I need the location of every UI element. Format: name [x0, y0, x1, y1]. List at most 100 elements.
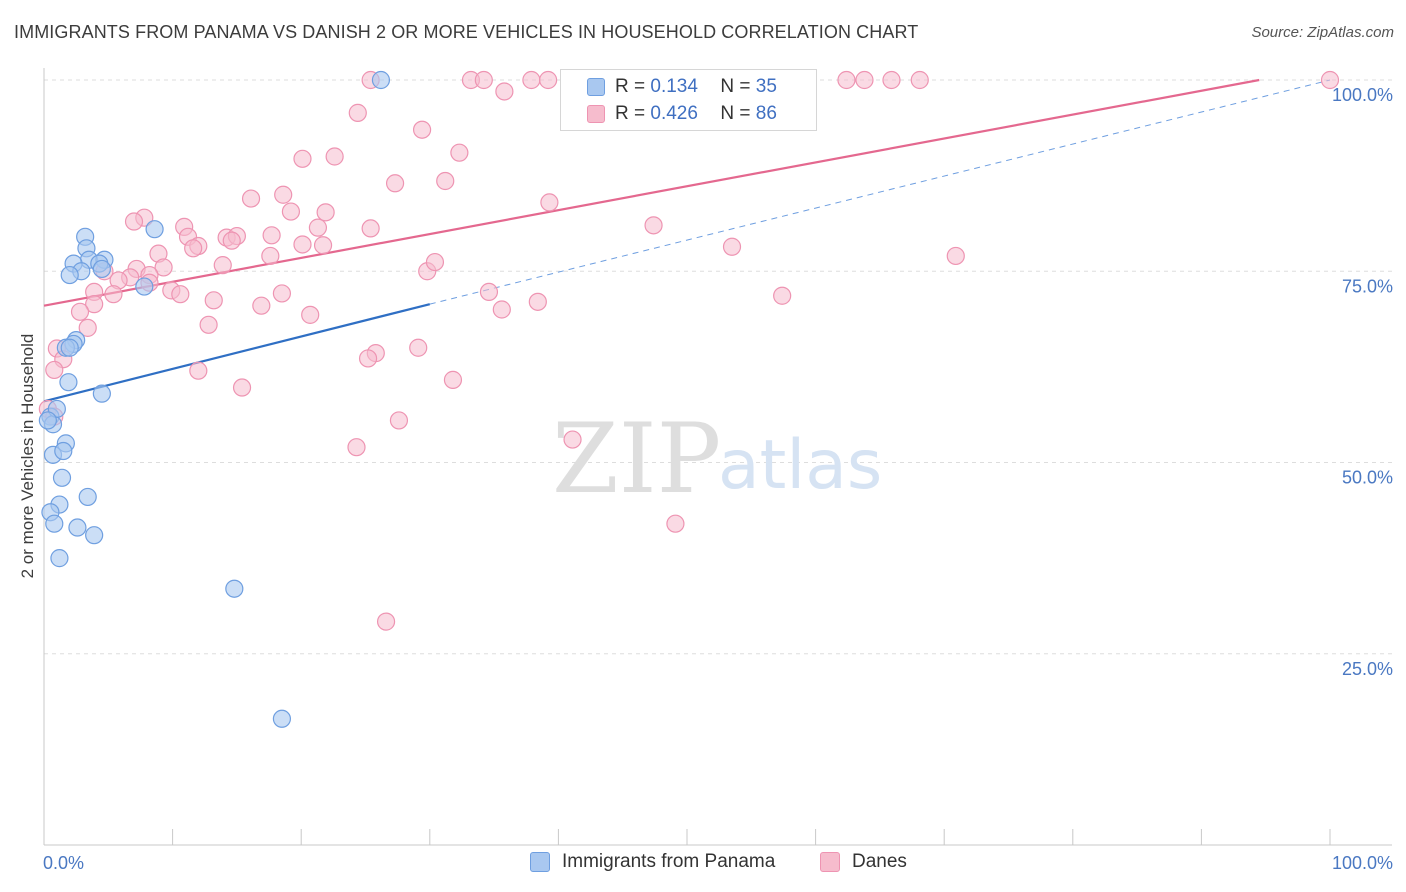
y-tick-label: 50.0%: [1342, 468, 1393, 488]
data-point-panama: [92, 259, 111, 279]
watermark-zip: ZIP: [552, 403, 721, 515]
data-point-danes: [281, 202, 301, 221]
legend-r-label: R =: [615, 103, 646, 124]
data-point-danes: [492, 300, 511, 319]
data-point-danes: [104, 285, 123, 304]
legend-row-panama: R = 0.134 N = 35: [587, 75, 777, 99]
data-point-danes: [910, 70, 929, 90]
data-point-danes: [358, 349, 378, 368]
legend-row-danes: R = 0.426 N = 86: [587, 102, 777, 126]
legend-n-label: N =: [720, 76, 751, 97]
data-point-danes: [272, 284, 292, 303]
watermark: ZIP atlas: [552, 403, 882, 515]
trend-line-danes: [43, 78, 1260, 307]
x-tick-label-100: 100.0%: [1332, 853, 1393, 873]
legend-item-panama[interactable]: Immigrants from Panama: [530, 851, 775, 873]
data-point-danes: [644, 216, 663, 235]
data-point-panama: [38, 411, 57, 430]
data-point-danes: [773, 286, 792, 305]
data-point-danes: [436, 171, 455, 191]
legend-n-value: 35: [755, 76, 777, 97]
data-point-danes: [316, 203, 335, 222]
data-point-danes: [222, 231, 241, 250]
data-point-danes: [722, 237, 742, 256]
tick-labels: 25.0% 50.0% 75.0% 100.0%: [1332, 85, 1393, 679]
data-point-danes: [522, 70, 541, 90]
data-point-danes: [241, 189, 261, 208]
data-point-danes: [474, 70, 493, 90]
data-point-panama: [60, 265, 79, 285]
data-point-panama: [45, 514, 64, 533]
data-point-panama: [85, 526, 104, 545]
correlation-legend: R = 0.134 N = 35 R = 0.426 N = 86: [560, 69, 817, 131]
data-point-danes: [85, 295, 104, 314]
watermark-atlas: atlas: [718, 426, 882, 505]
data-point-panama: [272, 709, 292, 728]
data-point-panama: [50, 549, 69, 568]
legend-r-value: 0.134: [650, 76, 698, 97]
data-point-danes: [78, 318, 97, 337]
data-point-danes: [412, 120, 432, 139]
axes: [43, 68, 1392, 846]
data-point-danes: [171, 285, 190, 304]
data-point-danes: [425, 252, 445, 272]
data-point-panama: [68, 518, 87, 537]
data-point-danes: [301, 305, 320, 324]
data-point-danes: [385, 174, 405, 193]
data-point-danes: [563, 430, 582, 449]
data-point-danes: [539, 70, 558, 90]
data-point-danes: [124, 212, 144, 231]
data-point-panama: [371, 70, 391, 90]
data-point-danes: [389, 411, 409, 430]
series-legend: Immigrants from Panama Danes: [0, 851, 1406, 877]
trend-line-panama-extension: [429, 79, 1331, 305]
data-point-danes: [313, 236, 333, 255]
legend-r-value: 0.426: [650, 103, 698, 124]
data-point-danes: [443, 370, 463, 389]
data-point-danes: [274, 185, 293, 204]
y-axis-label: 2 or more Vehicles in Household: [18, 334, 37, 579]
data-point-danes: [262, 226, 281, 245]
data-point-danes: [450, 143, 469, 162]
y-tick-label: 75.0%: [1342, 276, 1393, 296]
data-point-danes: [376, 612, 396, 631]
data-point-danes: [946, 246, 965, 266]
data-point-danes: [528, 292, 547, 311]
data-point-danes: [213, 256, 232, 275]
data-point-danes: [261, 246, 280, 266]
data-point-panama: [54, 441, 73, 461]
data-point-danes: [189, 361, 208, 380]
data-point-danes: [70, 302, 90, 321]
x-tick-label-0: 0.0%: [43, 853, 84, 873]
data-point-danes: [540, 193, 559, 212]
data-point-danes: [348, 103, 367, 122]
data-point-panama: [59, 373, 78, 392]
legend-n-label: N =: [720, 103, 751, 124]
legend-item-danes[interactable]: Danes: [820, 851, 907, 873]
data-point-danes: [232, 378, 252, 397]
grid-lines: [44, 79, 1392, 655]
data-point-danes: [204, 291, 223, 310]
legend-swatch-pink: [587, 105, 605, 123]
data-point-danes: [1320, 70, 1340, 90]
data-point-panama: [60, 338, 79, 357]
data-point-danes: [495, 82, 514, 101]
data-point-danes: [361, 219, 380, 238]
legend-swatch-blue: [587, 78, 605, 96]
legend-n-value: 86: [755, 103, 777, 124]
data-point-danes: [837, 70, 856, 90]
data-point-danes: [293, 235, 312, 254]
data-point-panama: [145, 220, 164, 239]
data-point-danes: [855, 70, 874, 90]
y-tick-label: 25.0%: [1342, 659, 1393, 679]
chart-title: IMMIGRANTS FROM PANAMA VS DANISH 2 OR MO…: [14, 22, 919, 42]
data-point-danes: [45, 360, 64, 380]
data-point-danes: [347, 438, 366, 457]
trend-lines: [43, 78, 1331, 403]
data-point-danes: [293, 149, 312, 168]
data-point-panama: [135, 277, 154, 296]
data-point-panama: [225, 579, 244, 598]
data-point-danes: [325, 147, 344, 166]
source-credit: Source: ZipAtlas.com: [1251, 24, 1394, 41]
